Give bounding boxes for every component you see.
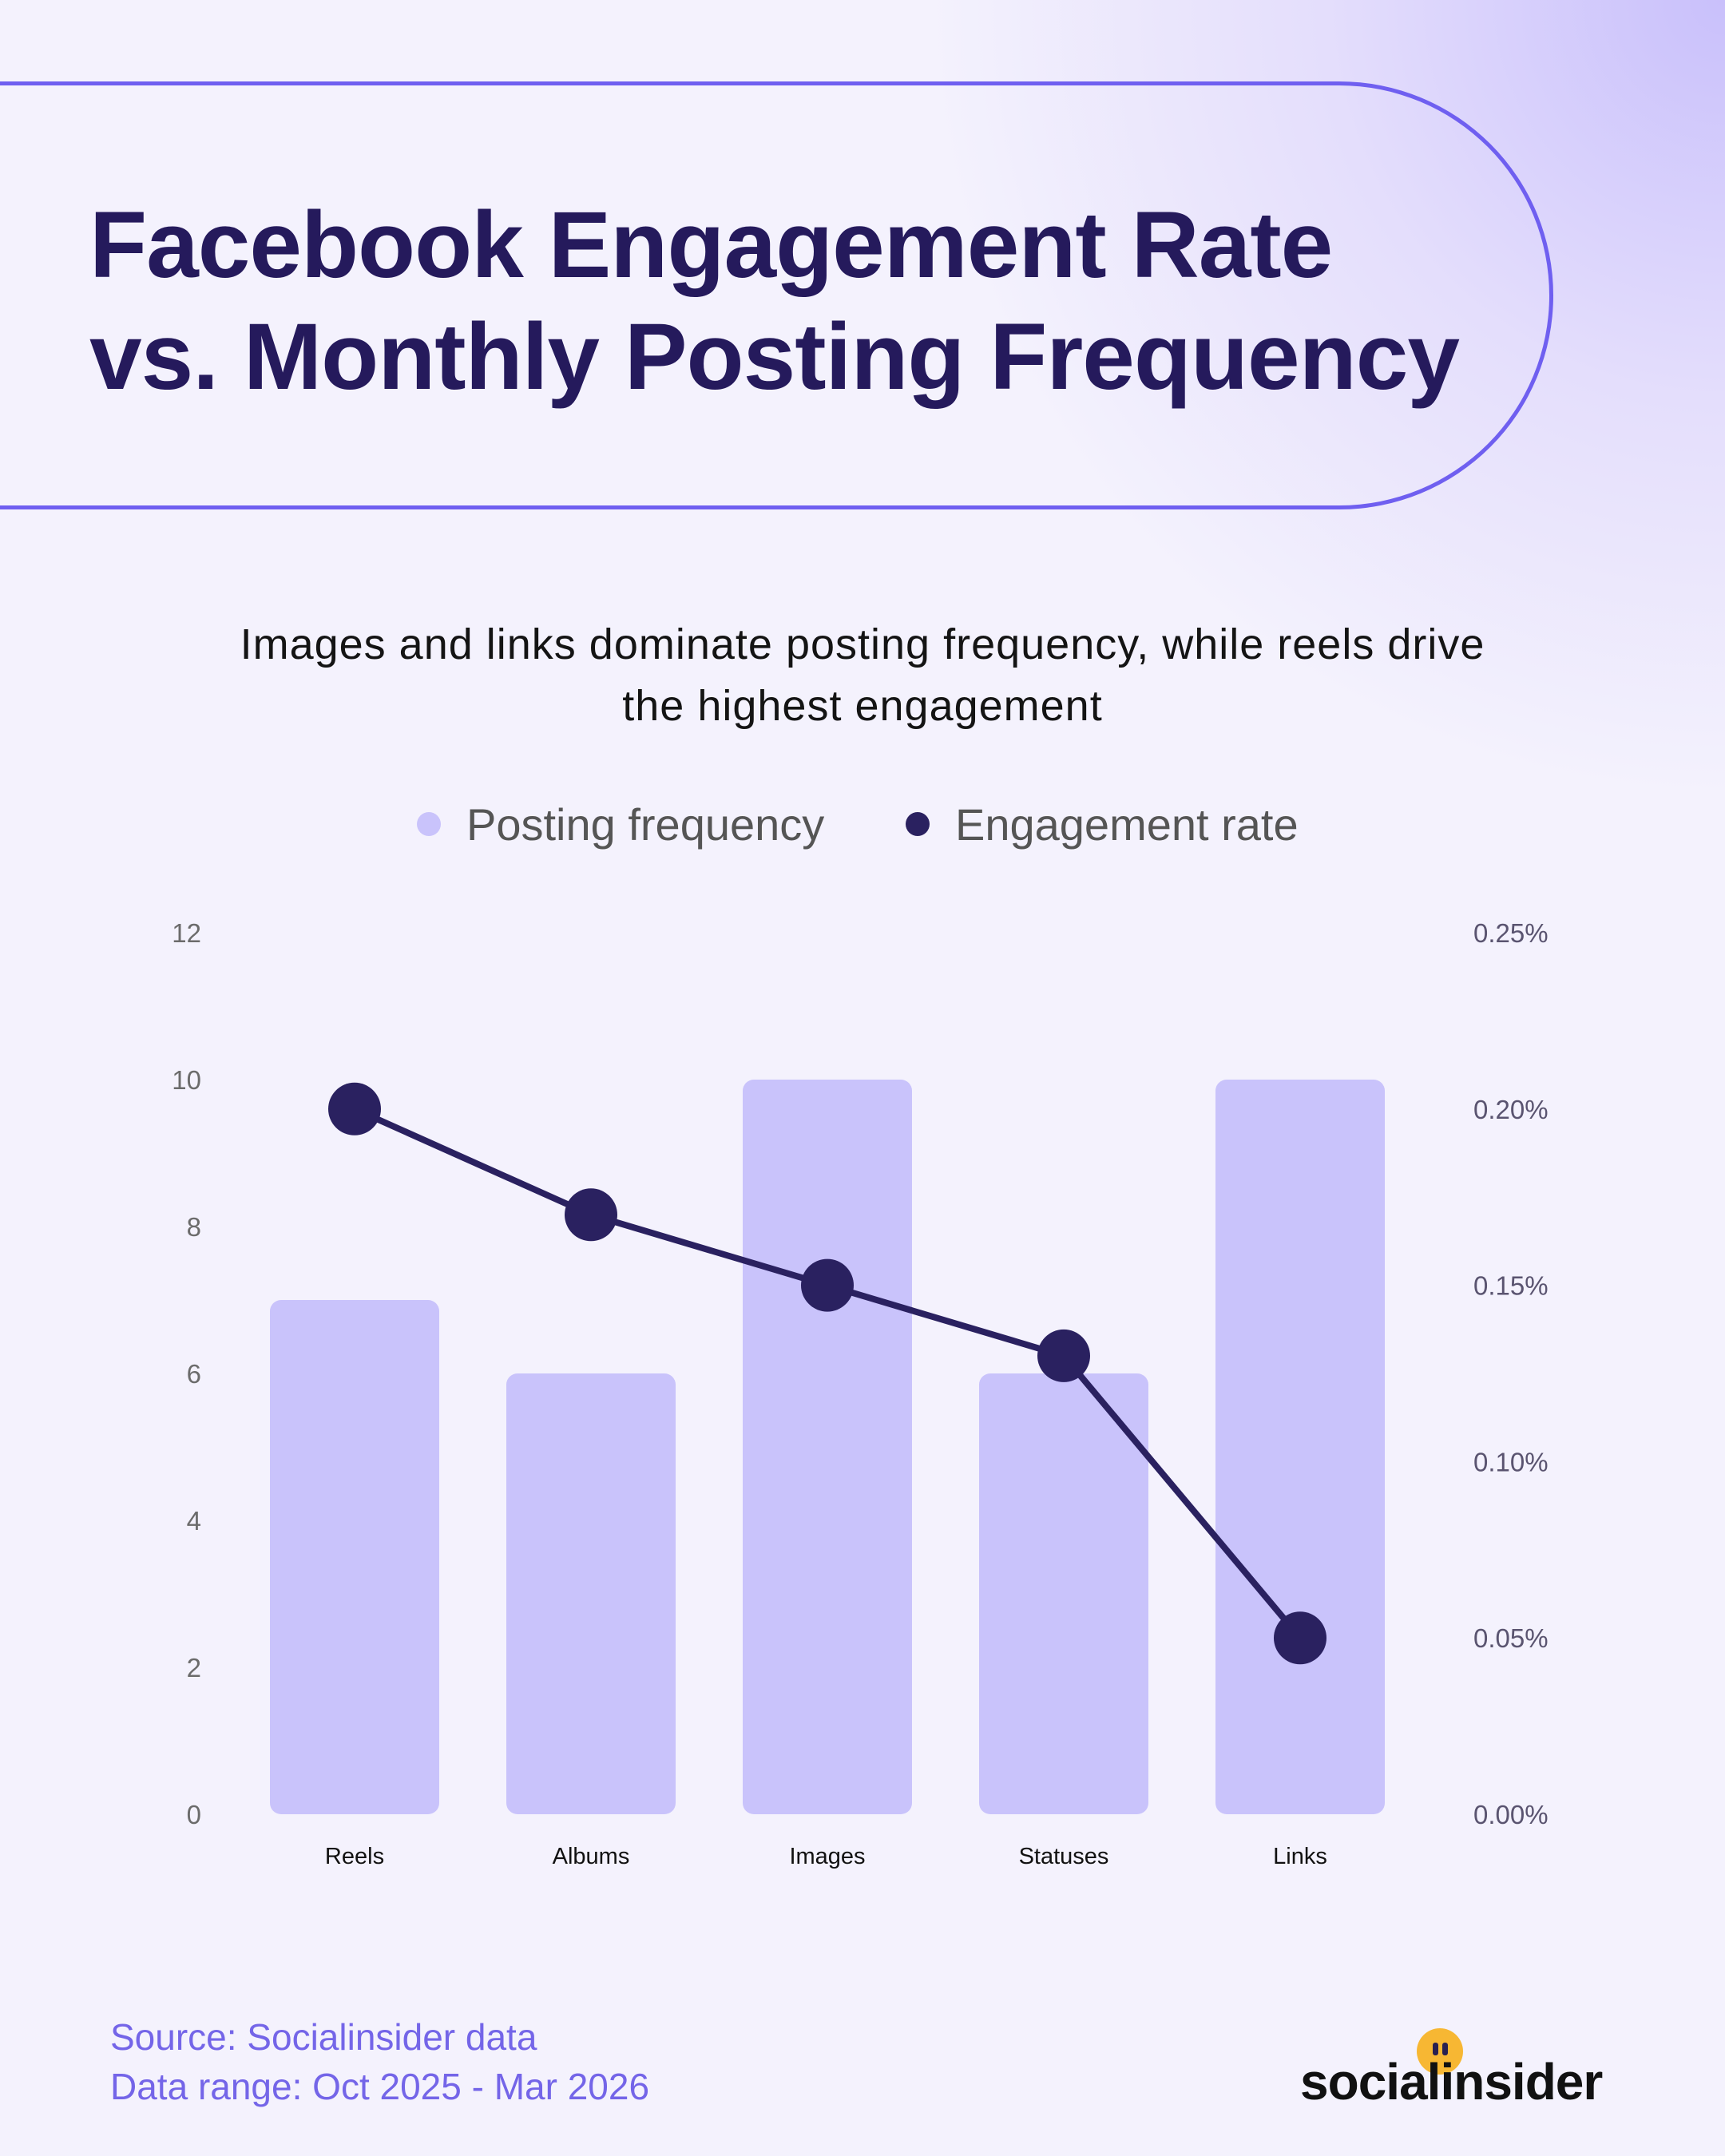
chart-subtitle-line-2: the highest engagement xyxy=(622,682,1103,730)
brand-logo: socialinsider xyxy=(1300,2028,1604,2116)
chart-title-line-1: Facebook Engagement Rate xyxy=(89,192,1333,298)
right-tick-label: 0.10% xyxy=(1473,1447,1549,1476)
right-tick-label: 0.25% xyxy=(1473,918,1549,948)
category-labels: Reels Albums Images Statuses Links xyxy=(325,1844,1327,1869)
chart-subtitle-line-1: Images and links dominate posting freque… xyxy=(240,620,1485,668)
left-tick-label: 10 xyxy=(172,1065,201,1095)
left-tick-label: 12 xyxy=(172,918,201,948)
smiley-dot-icon xyxy=(1417,2028,1463,2075)
bar-images xyxy=(743,1080,912,1814)
right-axis-ticks: 0.00% 0.05% 0.10% 0.15% 0.20% 0.25% xyxy=(1473,918,1549,1829)
right-tick-label: 0.15% xyxy=(1473,1271,1549,1301)
left-tick-label: 4 xyxy=(187,1506,201,1536)
legend-label-engagement-rate: Engagement rate xyxy=(955,799,1299,850)
left-tick-label: 2 xyxy=(187,1653,201,1682)
bars-group xyxy=(270,1080,1385,1814)
category-label-albums: Albums xyxy=(553,1844,630,1869)
category-label-images: Images xyxy=(789,1844,865,1869)
title-frame xyxy=(0,81,1553,509)
bar-links xyxy=(1215,1080,1385,1814)
engagement-point-reels xyxy=(328,1082,381,1135)
category-label-statuses: Statuses xyxy=(1019,1844,1109,1869)
legend-swatch-engagement-rate xyxy=(906,812,930,836)
engagement-point-links xyxy=(1274,1611,1326,1665)
right-tick-label: 0.20% xyxy=(1473,1095,1549,1124)
chart-title-line-2: vs. Monthly Posting Frequency xyxy=(89,304,1460,410)
bar-reels xyxy=(270,1300,439,1814)
legend-label-posting-frequency: Posting frequency xyxy=(466,799,825,850)
engagement-line-group xyxy=(328,1082,1326,1665)
brand-name: socialinsider xyxy=(1300,2053,1603,2110)
data-range-text: Data range: Oct 2025 - Mar 2026 xyxy=(110,2066,650,2107)
left-axis-ticks: 0 2 4 6 8 10 12 xyxy=(172,918,201,1829)
legend-item-engagement-rate: Engagement rate xyxy=(906,799,1299,850)
legend-item-posting-frequency: Posting frequency xyxy=(417,799,824,850)
engagement-point-images xyxy=(801,1258,854,1312)
right-tick-label: 0.05% xyxy=(1473,1623,1549,1653)
right-tick-label: 0.00% xyxy=(1473,1800,1549,1829)
left-tick-label: 6 xyxy=(187,1359,201,1389)
category-label-links: Links xyxy=(1273,1844,1327,1869)
bar-statuses xyxy=(979,1373,1148,1814)
bar-albums xyxy=(506,1373,676,1814)
legend-swatch-posting-frequency xyxy=(417,812,441,836)
category-label-reels: Reels xyxy=(325,1844,384,1869)
engagement-point-statuses xyxy=(1037,1329,1090,1382)
engagement-point-albums xyxy=(565,1188,617,1242)
left-tick-label: 0 xyxy=(187,1800,201,1829)
source-text: Source: Socialinsider data xyxy=(110,2016,537,2058)
left-tick-label: 8 xyxy=(187,1212,201,1242)
